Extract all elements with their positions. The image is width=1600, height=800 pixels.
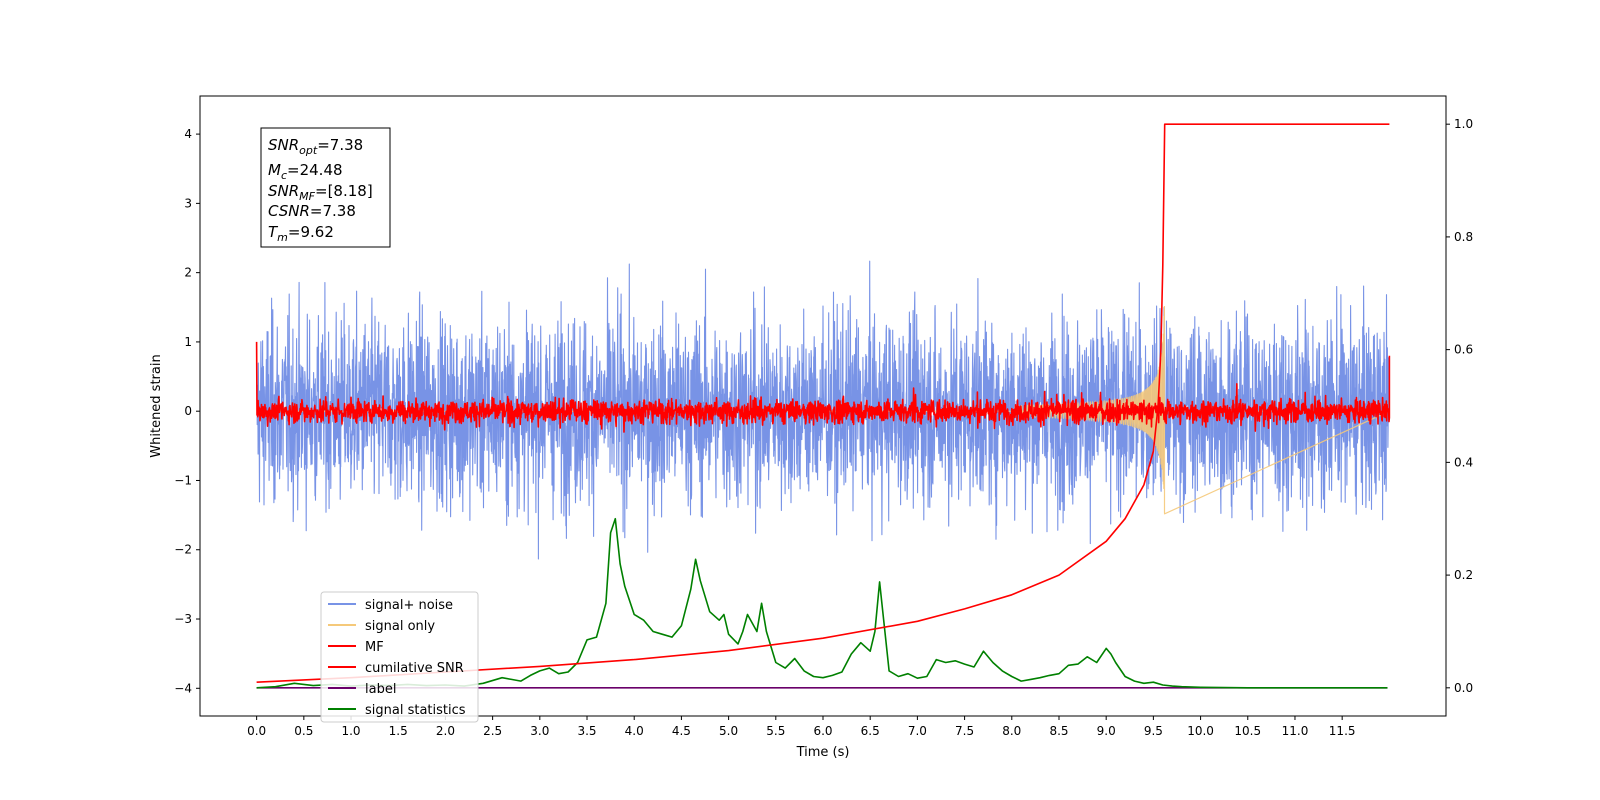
x-tick-label: 10.0	[1187, 724, 1214, 738]
x-tick-label: 0.5	[294, 724, 313, 738]
x-tick-label: 2.0	[436, 724, 455, 738]
x-axis-title: Time (s)	[796, 745, 850, 760]
legend-frame	[320, 591, 479, 723]
x-tick-label: 6.5	[861, 724, 880, 738]
info-mc-sub: c	[281, 169, 287, 182]
y-tick-label: −4	[174, 681, 192, 695]
y-axis-title: Whitened strain	[149, 354, 164, 457]
y-tick-label: 2	[184, 266, 192, 280]
x-tick-label: 1.0	[341, 724, 360, 738]
x-tick-label: 9.0	[1097, 724, 1116, 738]
signal-statistics-line	[256, 517, 1388, 689]
info-tm: Tm=9.62	[268, 223, 334, 244]
signal-noise-line	[256, 260, 1390, 560]
y-tick-label: −2	[174, 543, 192, 557]
x-tick-label: 3.5	[577, 724, 596, 738]
y-right-tick-label: 0.4	[1454, 455, 1473, 469]
legend-label: signal statistics	[365, 703, 466, 718]
y-tick-label: 1	[184, 335, 192, 349]
y-right-tick-label: 0.8	[1454, 230, 1473, 244]
info-csnr-value: =7.38	[310, 202, 356, 220]
x-tick-label: 4.0	[625, 724, 644, 738]
info-snr-mf: SNRMF=[8.18]	[268, 182, 373, 203]
x-tick-label: 5.5	[766, 724, 785, 738]
legend-label: cumilative SNR	[365, 661, 464, 676]
x-tick-label: 10.5	[1234, 724, 1261, 738]
y-tick-label: 3	[184, 196, 192, 210]
x-tick-label: 8.0	[1002, 724, 1021, 738]
x-tick-label: 3.0	[530, 724, 549, 738]
y-right-tick-label: 0.0	[1454, 681, 1473, 695]
info-snr-mf-symbol: SNR	[268, 182, 299, 200]
info-mc-symbol: M	[268, 161, 281, 179]
x-tick-label: 0.0	[247, 724, 266, 738]
info-snr-opt-symbol: SNR	[268, 136, 299, 154]
mf-series	[255, 341, 1391, 433]
y-tick-label: 4	[184, 127, 192, 141]
info-mc: Mc=24.48	[268, 161, 343, 182]
y-tick-label: 0	[184, 404, 192, 418]
info-box: SNRopt=7.38 Mc=24.48 SNRMF=[8.18] CSNR=7…	[260, 127, 391, 248]
x-tick-label: 5.0	[719, 724, 738, 738]
x-tick-label: 1.5	[389, 724, 408, 738]
info-snr-opt: SNRopt=7.38	[268, 136, 363, 157]
x-tick-label: 11.0	[1282, 724, 1309, 738]
y-tick-label: −1	[174, 473, 192, 487]
legend: signal+ noise signal only MF cumilative SNR…	[320, 591, 479, 723]
info-tm-value: =9.62	[288, 223, 334, 241]
x-tick-label: 2.5	[483, 724, 502, 738]
x-tick-label: 4.5	[672, 724, 691, 738]
info-mc-value: =24.48	[287, 161, 343, 179]
info-tm-sub: m	[277, 231, 288, 244]
y-right-tick-label: 0.6	[1454, 343, 1473, 357]
info-csnr-symbol: CSNR	[268, 202, 310, 220]
x-tick-label: 6.0	[813, 724, 832, 738]
legend-label: signal only	[365, 619, 435, 634]
axes: 0.0 0.5 1.0 1.5 2.0 2.5 3.0 3.5 4.0 4.5 5.0 5.5 6.0 6…	[174, 117, 1473, 738]
y-tick-label: −3	[174, 612, 192, 626]
x-tick-label: 8.5	[1049, 724, 1068, 738]
x-tick-label: 9.5	[1144, 724, 1163, 738]
legend-label: label	[365, 682, 396, 697]
info-csnr: CSNR=7.38	[268, 202, 356, 220]
y-right-tick-label: 0.2	[1454, 568, 1473, 582]
x-tick-label: 7.0	[908, 724, 927, 738]
info-box-frame	[260, 127, 391, 248]
info-snr-mf-value: =[8.18]	[315, 182, 373, 200]
info-snr-opt-value: =7.38	[317, 136, 363, 154]
legend-label: MF	[365, 640, 384, 655]
y-right-tick-label: 1.0	[1454, 117, 1473, 131]
info-snr-opt-sub: opt	[299, 144, 318, 157]
signal-noise-series	[256, 260, 1390, 560]
legend-label: signal+ noise	[365, 598, 453, 613]
plot-area	[255, 123, 1391, 689]
mf-line	[255, 341, 1391, 433]
info-snr-mf-sub: MF	[299, 190, 315, 203]
x-tick-label: 11.5	[1329, 724, 1356, 738]
x-tick-label: 7.5	[955, 724, 974, 738]
info-tm-symbol: T	[268, 223, 279, 241]
